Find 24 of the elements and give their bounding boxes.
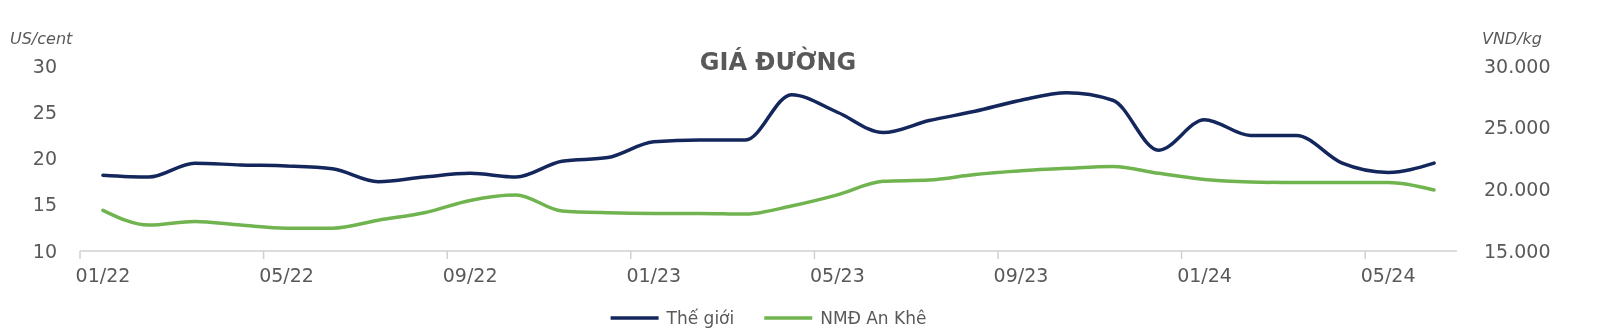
x-tick-label: 01/24	[1177, 264, 1232, 287]
y-tick-label: 15	[32, 193, 57, 216]
y2-tick-label: 15.000	[1484, 239, 1551, 262]
y2-axis-title: VND/kg	[1481, 29, 1542, 48]
x-tick-label: 05/22	[259, 264, 314, 287]
legend-label: NMĐ An Khê	[820, 308, 927, 328]
x-tick-label: 05/24	[1360, 264, 1416, 287]
y-axis-title: US/cent	[10, 29, 74, 48]
x-tick-label: 09/22	[442, 264, 498, 287]
y-tick-label: 25	[32, 100, 57, 123]
y2-tick-label: 25.000	[1484, 116, 1551, 139]
legend-label: Thế giới	[665, 308, 735, 328]
y-tick-label: 20	[32, 147, 57, 170]
x-tick-label: 09/23	[993, 264, 1049, 287]
y-tick-label: 30	[32, 54, 57, 77]
chart-title: GIÁ ĐƯỜNG	[699, 46, 857, 76]
y-tick-label: 10	[32, 239, 57, 262]
x-tick-label: 05/23	[809, 264, 865, 287]
line-series	[101, 91, 1436, 184]
y2-tick-label: 20.000	[1484, 177, 1551, 200]
line-series	[101, 164, 1436, 230]
y2-tick-label: 30.000	[1484, 54, 1551, 77]
x-tick-label: 01/23	[626, 264, 682, 287]
x-tick-label: 01/22	[75, 264, 131, 287]
